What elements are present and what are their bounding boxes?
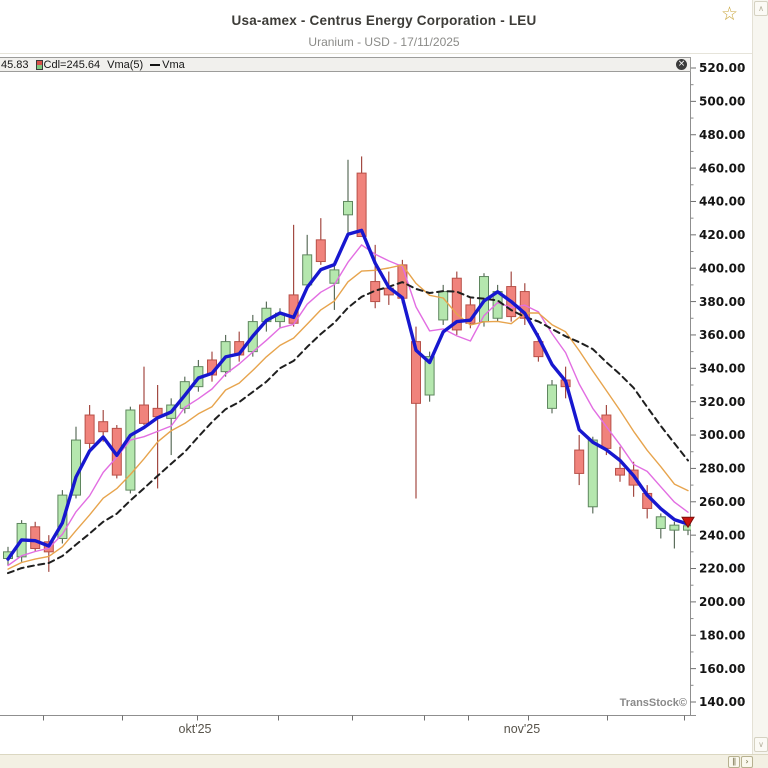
x-axis-label: nov'25	[504, 722, 540, 736]
y-axis-label: 420.00	[699, 228, 745, 242]
x-axis: okt'25 nov'25	[43, 715, 685, 736]
y-axis: 520.00 500.00 480.00 460.00 440.00 420.00 400.…	[690, 61, 745, 709]
y-axis-label: 400.00	[699, 261, 745, 275]
candle	[234, 331, 245, 362]
candle	[139, 366, 149, 426]
chart-title: Usa-amex - Centrus Energy Corporation - …	[231, 13, 537, 28]
y-axis-label: 500.00	[699, 95, 745, 109]
y-axis-label: 320.00	[699, 395, 745, 409]
y-axis-label: 260.00	[699, 495, 745, 509]
pause-button[interactable]: ∥	[728, 756, 740, 768]
panel-divider	[0, 53, 768, 54]
y-axis-label: 520.00	[699, 61, 745, 75]
y-axis-label: 480.00	[699, 128, 745, 142]
vma-dashed-line	[7, 281, 689, 575]
candle	[574, 435, 585, 486]
vma5-legend-label: Vma(5)	[107, 58, 144, 71]
transstock-watermark: TransStock©	[619, 697, 687, 709]
candle	[655, 513, 666, 539]
candle	[343, 159, 353, 237]
y-axis-label: 360.00	[699, 328, 745, 342]
y-axis-label: 140.00	[699, 695, 745, 709]
candlestick-swatch-icon	[35, 59, 43, 70]
y-axis-label: 340.00	[699, 362, 745, 376]
candle	[411, 326, 421, 499]
vma-legend-label: Vma	[162, 58, 185, 71]
bottom-toolbar: ∥ ›	[0, 754, 768, 768]
candle	[152, 384, 163, 489]
y-axis-label: 280.00	[699, 462, 745, 476]
next-button[interactable]: ›	[741, 756, 753, 768]
y-axis-label: 200.00	[699, 595, 745, 609]
y-axis-label: 460.00	[699, 161, 745, 175]
vma-line-swatch-icon	[150, 63, 161, 66]
candle	[615, 446, 625, 482]
candle	[315, 218, 326, 265]
x-axis-label: okt'25	[179, 722, 212, 736]
y-axis-label: 240.00	[699, 528, 745, 542]
candle	[356, 156, 367, 238]
candle	[587, 436, 598, 514]
candle	[370, 244, 381, 309]
legend-close-icon[interactable]: ×	[676, 59, 687, 70]
chart-subtitle: Uranium - USD - 17/11/2025	[308, 35, 460, 49]
candle	[506, 271, 517, 322]
scroll-up-icon[interactable]: ∧	[754, 1, 768, 16]
favorite-star-icon[interactable]: ☆	[721, 4, 739, 25]
vma-slow-line	[7, 264, 689, 570]
y-axis-label: 440.00	[699, 195, 745, 209]
candles-layer	[3, 156, 691, 572]
chart-header: Usa-amex - Centrus Energy Corporation - …	[0, 0, 768, 49]
last-price-marker-icon	[681, 516, 695, 529]
scroll-down-icon[interactable]: ∨	[754, 737, 768, 752]
y-axis-label: 380.00	[699, 295, 745, 309]
cursor-price-value: 45.83	[1, 58, 29, 71]
overlays-layer	[6, 228, 690, 575]
candle	[207, 351, 217, 382]
candle	[547, 379, 557, 414]
y-axis-label: 180.00	[699, 628, 745, 642]
indicator-legend-bar: 45.83 Cdl=245.64 Vma(5) Vma ×	[0, 57, 691, 72]
y-axis-label: 160.00	[699, 662, 745, 676]
candle	[261, 301, 272, 332]
vma5-line	[6, 228, 690, 561]
vertical-scrollbar[interactable]: ∧ ∨	[752, 0, 768, 754]
candle	[30, 521, 41, 552]
candle	[84, 405, 95, 449]
candle	[275, 308, 285, 329]
y-axis-label: 300.00	[699, 428, 745, 442]
y-axis-label: 220.00	[699, 562, 745, 576]
candle	[125, 406, 136, 494]
candle-close-label: Cdl=245.64	[43, 58, 101, 71]
candle	[669, 521, 680, 549]
candle	[451, 271, 462, 335]
